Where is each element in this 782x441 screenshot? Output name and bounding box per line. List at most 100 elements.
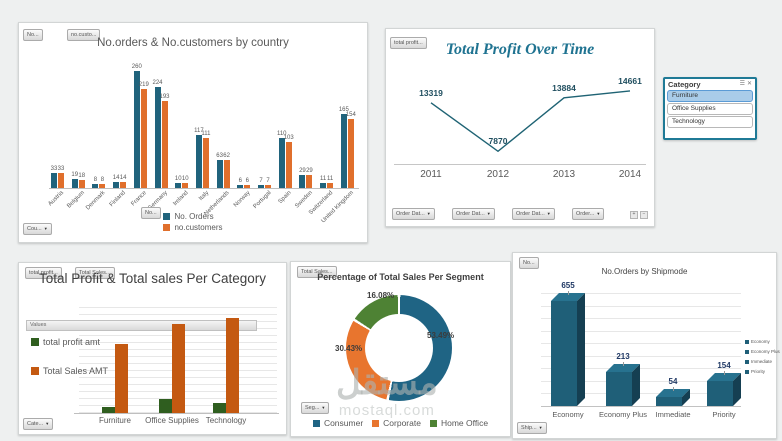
- field-button-label: Order...: [576, 211, 595, 217]
- gridline: [541, 318, 741, 319]
- dropdown-arrow-icon: ▼: [486, 211, 491, 216]
- bar-no-customers: [78, 180, 85, 188]
- field-button-segment-filter[interactable]: Seg... ▼: [301, 402, 330, 414]
- bar-no-orders: [299, 175, 306, 188]
- legend-label: Immediate: [751, 359, 773, 364]
- bar-no-customers: [99, 184, 106, 188]
- field-button-order-date-1[interactable]: Order Dat... ▼: [392, 208, 435, 220]
- field-button-order-date-4[interactable]: Order... ▼: [572, 208, 605, 220]
- legend-item-immediate: Immediate: [745, 359, 780, 364]
- bar-no-customers: [120, 182, 127, 188]
- data-label: 10: [181, 176, 189, 182]
- bar-no-orders: [195, 135, 202, 188]
- x-axis-label-immediate: Immediate: [655, 410, 691, 419]
- category-tick: Ireland: [172, 190, 190, 208]
- bar-no-orders: [320, 183, 327, 188]
- slicer-item-furniture[interactable]: Furniture: [667, 90, 753, 102]
- field-button-shipmode-filter[interactable]: Ship... ▼: [517, 422, 547, 434]
- values-field-button[interactable]: Values: [26, 320, 257, 331]
- bar-no-orders: [278, 138, 285, 188]
- data-label: 103: [283, 135, 294, 141]
- label-leader-line: [673, 387, 674, 391]
- legend-item-orders: No. Orders: [163, 212, 222, 221]
- data-label: 62: [223, 153, 230, 159]
- bar-group-switzerland: 11 11: [318, 71, 338, 188]
- field-button-order-date-3[interactable]: Order Dat... ▼: [512, 208, 555, 220]
- legend-swatch-home-office: [429, 419, 437, 427]
- legend-item-customers: no.customers: [163, 223, 223, 232]
- legend-label: Consumer: [323, 418, 364, 428]
- bar-no-customers: [327, 183, 334, 188]
- chart-title: Total Profit & Total sales Per Category: [38, 271, 267, 286]
- category-slicer: Category ☰ ✕ Furniture Office Supplies T…: [663, 77, 757, 140]
- label-leader-line: [623, 362, 624, 366]
- x-axis-label-2012: 2012: [486, 169, 510, 180]
- data-label: 224: [152, 80, 163, 86]
- data-label: 29: [306, 168, 313, 174]
- legend-swatch: [745, 369, 749, 374]
- bar-profit-office-supplies: [159, 399, 172, 413]
- bar-no-customers: [244, 185, 251, 188]
- field-button-label: Total Sales...: [79, 270, 111, 276]
- field-button-label: total profit...: [394, 40, 423, 46]
- field-button-axis-overlay[interactable]: No...: [141, 207, 161, 219]
- column-3d-immediate: [656, 389, 690, 406]
- chart-orders-customers-by-country: No... no.custo... No.orders & No.custome…: [18, 22, 368, 243]
- field-button-total-profit[interactable]: total profit...: [390, 37, 427, 49]
- gridline: [541, 355, 741, 357]
- legend-swatch: [745, 359, 749, 364]
- dropdown-arrow-icon: ▼: [538, 425, 543, 430]
- x-axis-label: Office Supplies: [145, 416, 199, 425]
- clear-filter-icon[interactable]: ✕: [746, 81, 752, 87]
- legend: No. Orders no.customers: [19, 212, 367, 232]
- pivot-expand-button[interactable]: +: [630, 211, 638, 219]
- multiselect-icon[interactable]: ☰: [739, 81, 745, 87]
- field-button-total-profit-amt[interactable]: total profit...: [25, 267, 62, 279]
- field-button-order-date-2[interactable]: Order Dat... ▼: [452, 208, 495, 220]
- field-button-label: Total Sales...: [301, 269, 333, 275]
- slicer-item-office-supplies[interactable]: Office Supplies: [667, 103, 753, 115]
- field-button-country-filter[interactable]: Cou... ▼: [23, 223, 52, 235]
- bar-group-netherlands: 63 62: [215, 71, 235, 188]
- field-button-total-sales[interactable]: Total Sales...: [297, 266, 337, 278]
- data-label: 18: [78, 173, 86, 179]
- field-button-category-filter[interactable]: Cate... ▼: [23, 418, 54, 430]
- legend-swatch-consumer: [312, 419, 320, 427]
- legend-swatch: [745, 349, 749, 354]
- field-button-no-orders[interactable]: No...: [519, 257, 539, 269]
- field-button-label: No...: [27, 32, 39, 38]
- data-label: 110: [276, 131, 287, 137]
- field-button-label: Order Dat...: [516, 211, 545, 217]
- bar-group-united-kingdom: 165 154: [339, 71, 359, 188]
- legend-swatch-orders: [163, 213, 171, 220]
- category-tick: Sweden: [294, 190, 314, 210]
- field-button-label: Ship...: [521, 425, 537, 431]
- data-label: 14: [119, 175, 127, 181]
- bar-no-orders: [113, 182, 120, 188]
- category-tick: Portugal: [252, 190, 273, 211]
- data-label: 33: [57, 166, 65, 172]
- legend-label: Corporate: [383, 418, 421, 428]
- data-label: 8: [93, 177, 98, 183]
- data-label-immediate: 54: [668, 377, 678, 386]
- field-button-label: No...: [523, 260, 535, 266]
- bar-no-orders: [71, 179, 78, 188]
- data-label-economy: 655: [561, 281, 575, 290]
- gridline: [79, 307, 277, 308]
- field-button-no-customers[interactable]: no.custo...: [67, 29, 101, 41]
- pivot-collapse-button[interactable]: −: [640, 211, 648, 219]
- field-button-total-sales-amt[interactable]: Total Sales...: [75, 267, 115, 279]
- data-label-home-office: 16.08%: [367, 291, 395, 300]
- slicer-item-technology[interactable]: Technology: [667, 116, 753, 128]
- data-label: 6: [238, 178, 242, 184]
- x-axis-line: [541, 406, 741, 407]
- field-button-no-orders[interactable]: No...: [23, 29, 43, 41]
- data-label: 165: [338, 107, 349, 113]
- bar-group-germany: 224 193: [153, 71, 173, 188]
- legend-item-economy-plus: Economy Plus: [745, 349, 780, 354]
- bar-group-finland: 14 14: [111, 71, 131, 188]
- data-label: 11: [320, 176, 327, 182]
